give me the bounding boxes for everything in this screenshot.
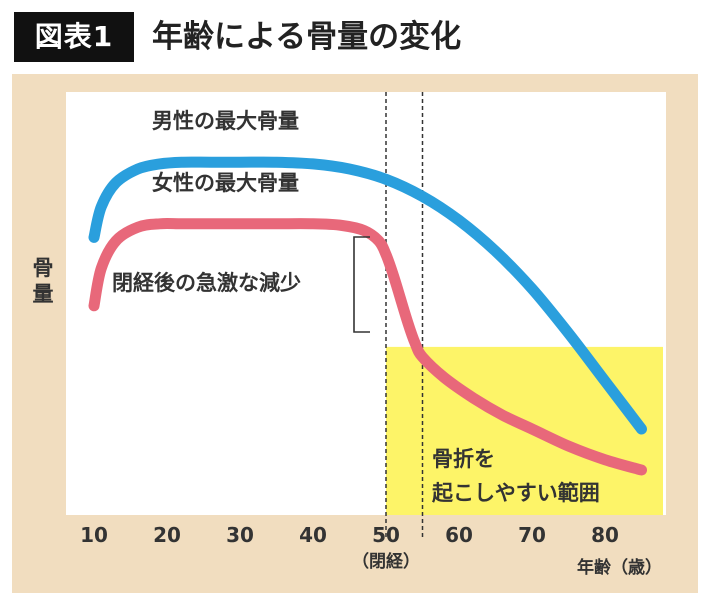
x-tick-label-80: 80 (591, 523, 619, 547)
x-tick-label-70: 70 (518, 523, 546, 547)
fracture-zone-label-line2: 起こしやすい範囲 (431, 481, 600, 505)
x-tick-label-40: 40 (299, 523, 327, 547)
header: 図表1 年齢による骨量の変化 (0, 0, 710, 72)
menopause-drop-label: 閉経後の急激な減少 (112, 271, 301, 295)
figure-number-badge: 図表1 (14, 12, 134, 62)
menopause-tick-sublabel: （閉経） (352, 551, 420, 572)
x-tick-label-30: 30 (226, 523, 254, 547)
fracture-zone-label-line1: 骨折を (432, 447, 495, 471)
x-tick-label-50: 50 (372, 523, 400, 547)
x-tick-label-60: 60 (445, 523, 473, 547)
x-tick-label-20: 20 (153, 523, 181, 547)
x-tick-label-10: 10 (80, 523, 108, 547)
female-series-label: 女性の最大骨量 (152, 171, 299, 195)
female-bone-mass-line (88, 218, 647, 476)
male-series-label: 男性の最大骨量 (152, 109, 299, 133)
male-bone-mass-line (88, 156, 647, 435)
page-title: 年齢による骨量の変化 (152, 19, 462, 55)
x-axis-label: 年齢（歳） (577, 557, 662, 578)
menopause-drop-bracket (353, 236, 370, 333)
y-axis-label: 骨量 (33, 256, 54, 306)
